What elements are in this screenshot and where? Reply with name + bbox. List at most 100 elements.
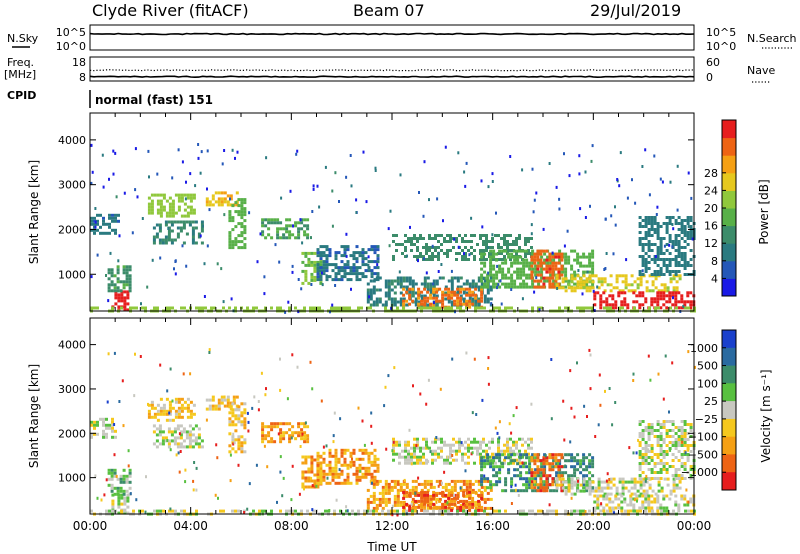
range-cell: [105, 432, 108, 436]
range-cell: [216, 262, 219, 266]
range-cell: [659, 435, 663, 438]
range-cell: [656, 234, 660, 237]
range-cell: [521, 437, 524, 441]
range-cell: [473, 249, 476, 252]
range-cell: [328, 248, 332, 252]
range-cell: [498, 249, 502, 253]
range-cell: [591, 270, 595, 274]
range-cell: [682, 304, 685, 308]
range-cell: [656, 228, 660, 231]
range-cell: [185, 445, 189, 449]
range-cell: [510, 285, 514, 289]
range-cell: [530, 273, 534, 277]
range-cell: [408, 296, 412, 300]
range-cell: [378, 497, 382, 501]
range-cell: [518, 246, 521, 249]
range-cell: [322, 472, 326, 476]
range-cell: [343, 245, 347, 249]
range-cell: [179, 226, 183, 230]
range-cell: [459, 302, 463, 306]
range-cell: [313, 275, 317, 279]
range-cell: [444, 488, 448, 492]
range-cell: [683, 503, 687, 507]
range-cell: [669, 306, 672, 310]
range-cell: [459, 299, 463, 303]
range-cell: [534, 468, 538, 472]
range-cell: [536, 489, 540, 493]
range-cell: [316, 463, 320, 467]
range-cell: [540, 276, 544, 280]
range-cell: [325, 266, 329, 270]
range-cell: [525, 276, 529, 280]
range-cell: [647, 497, 651, 501]
range-cell: [471, 482, 475, 486]
range-cell: [650, 303, 654, 307]
range-cell: [573, 459, 577, 463]
range-cell: [584, 216, 587, 219]
range-cell: [140, 302, 142, 306]
range-cell: [165, 211, 169, 215]
range-cell: [328, 481, 332, 485]
range-cell: [167, 445, 171, 449]
range-cell: [426, 482, 430, 486]
range-cell: [280, 196, 283, 200]
range-cell: [108, 177, 110, 181]
range-cell: [536, 252, 540, 256]
range-cell: [558, 477, 562, 481]
range-cell: [677, 506, 681, 510]
range-cell: [322, 475, 326, 479]
colorbar-tick-label: 8: [711, 255, 718, 268]
colorbar-swatch: [722, 208, 736, 227]
range-cell: [304, 421, 307, 425]
range-cell: [567, 483, 571, 487]
range-cell: [107, 477, 111, 481]
range-cell: [495, 273, 499, 277]
range-cell: [243, 228, 247, 232]
range-cell: [537, 474, 541, 478]
range-cell: [476, 440, 479, 444]
range-cell: [273, 425, 277, 429]
range-cell: [390, 279, 394, 283]
range-cell: [107, 268, 111, 272]
range-cell: [481, 225, 484, 229]
range-cell: [606, 306, 609, 310]
range-cell: [443, 237, 446, 240]
range-cell: [273, 440, 277, 444]
range-cell: [530, 237, 533, 240]
range-cell: [481, 398, 484, 402]
range-cell: [597, 486, 601, 490]
range-cell: [399, 503, 403, 507]
range-cell: [240, 225, 244, 229]
range-cell: [176, 445, 180, 449]
range-cell: [579, 264, 583, 268]
range-cell: [372, 494, 376, 498]
range-cell: [161, 436, 165, 440]
range-cell: [639, 480, 643, 484]
range-cell: [586, 415, 588, 418]
range-cell: [498, 465, 502, 469]
range-cell: [120, 296, 124, 300]
range-cell: [608, 478, 611, 481]
range-cell: [243, 408, 247, 412]
range-cell: [519, 477, 523, 481]
range-cell: [125, 283, 129, 287]
range-cell: [668, 291, 672, 295]
range-cell: [668, 465, 672, 468]
range-cell: [369, 294, 373, 298]
range-cell: [188, 220, 192, 224]
range-cell: [240, 198, 244, 202]
range-cell: [313, 482, 317, 486]
range-cell: [156, 412, 160, 416]
range-cell: [621, 489, 625, 493]
range-cell: [539, 252, 543, 256]
range-cell: [407, 240, 410, 243]
range-cell: [677, 450, 681, 453]
range-cell: [545, 480, 549, 484]
range-cell: [483, 477, 487, 481]
range-cell: [492, 279, 496, 283]
range-cell: [537, 282, 541, 286]
range-cell: [515, 446, 518, 450]
range-cell: [617, 294, 621, 298]
range-cell: [683, 303, 687, 307]
range-cell: [588, 348, 591, 352]
